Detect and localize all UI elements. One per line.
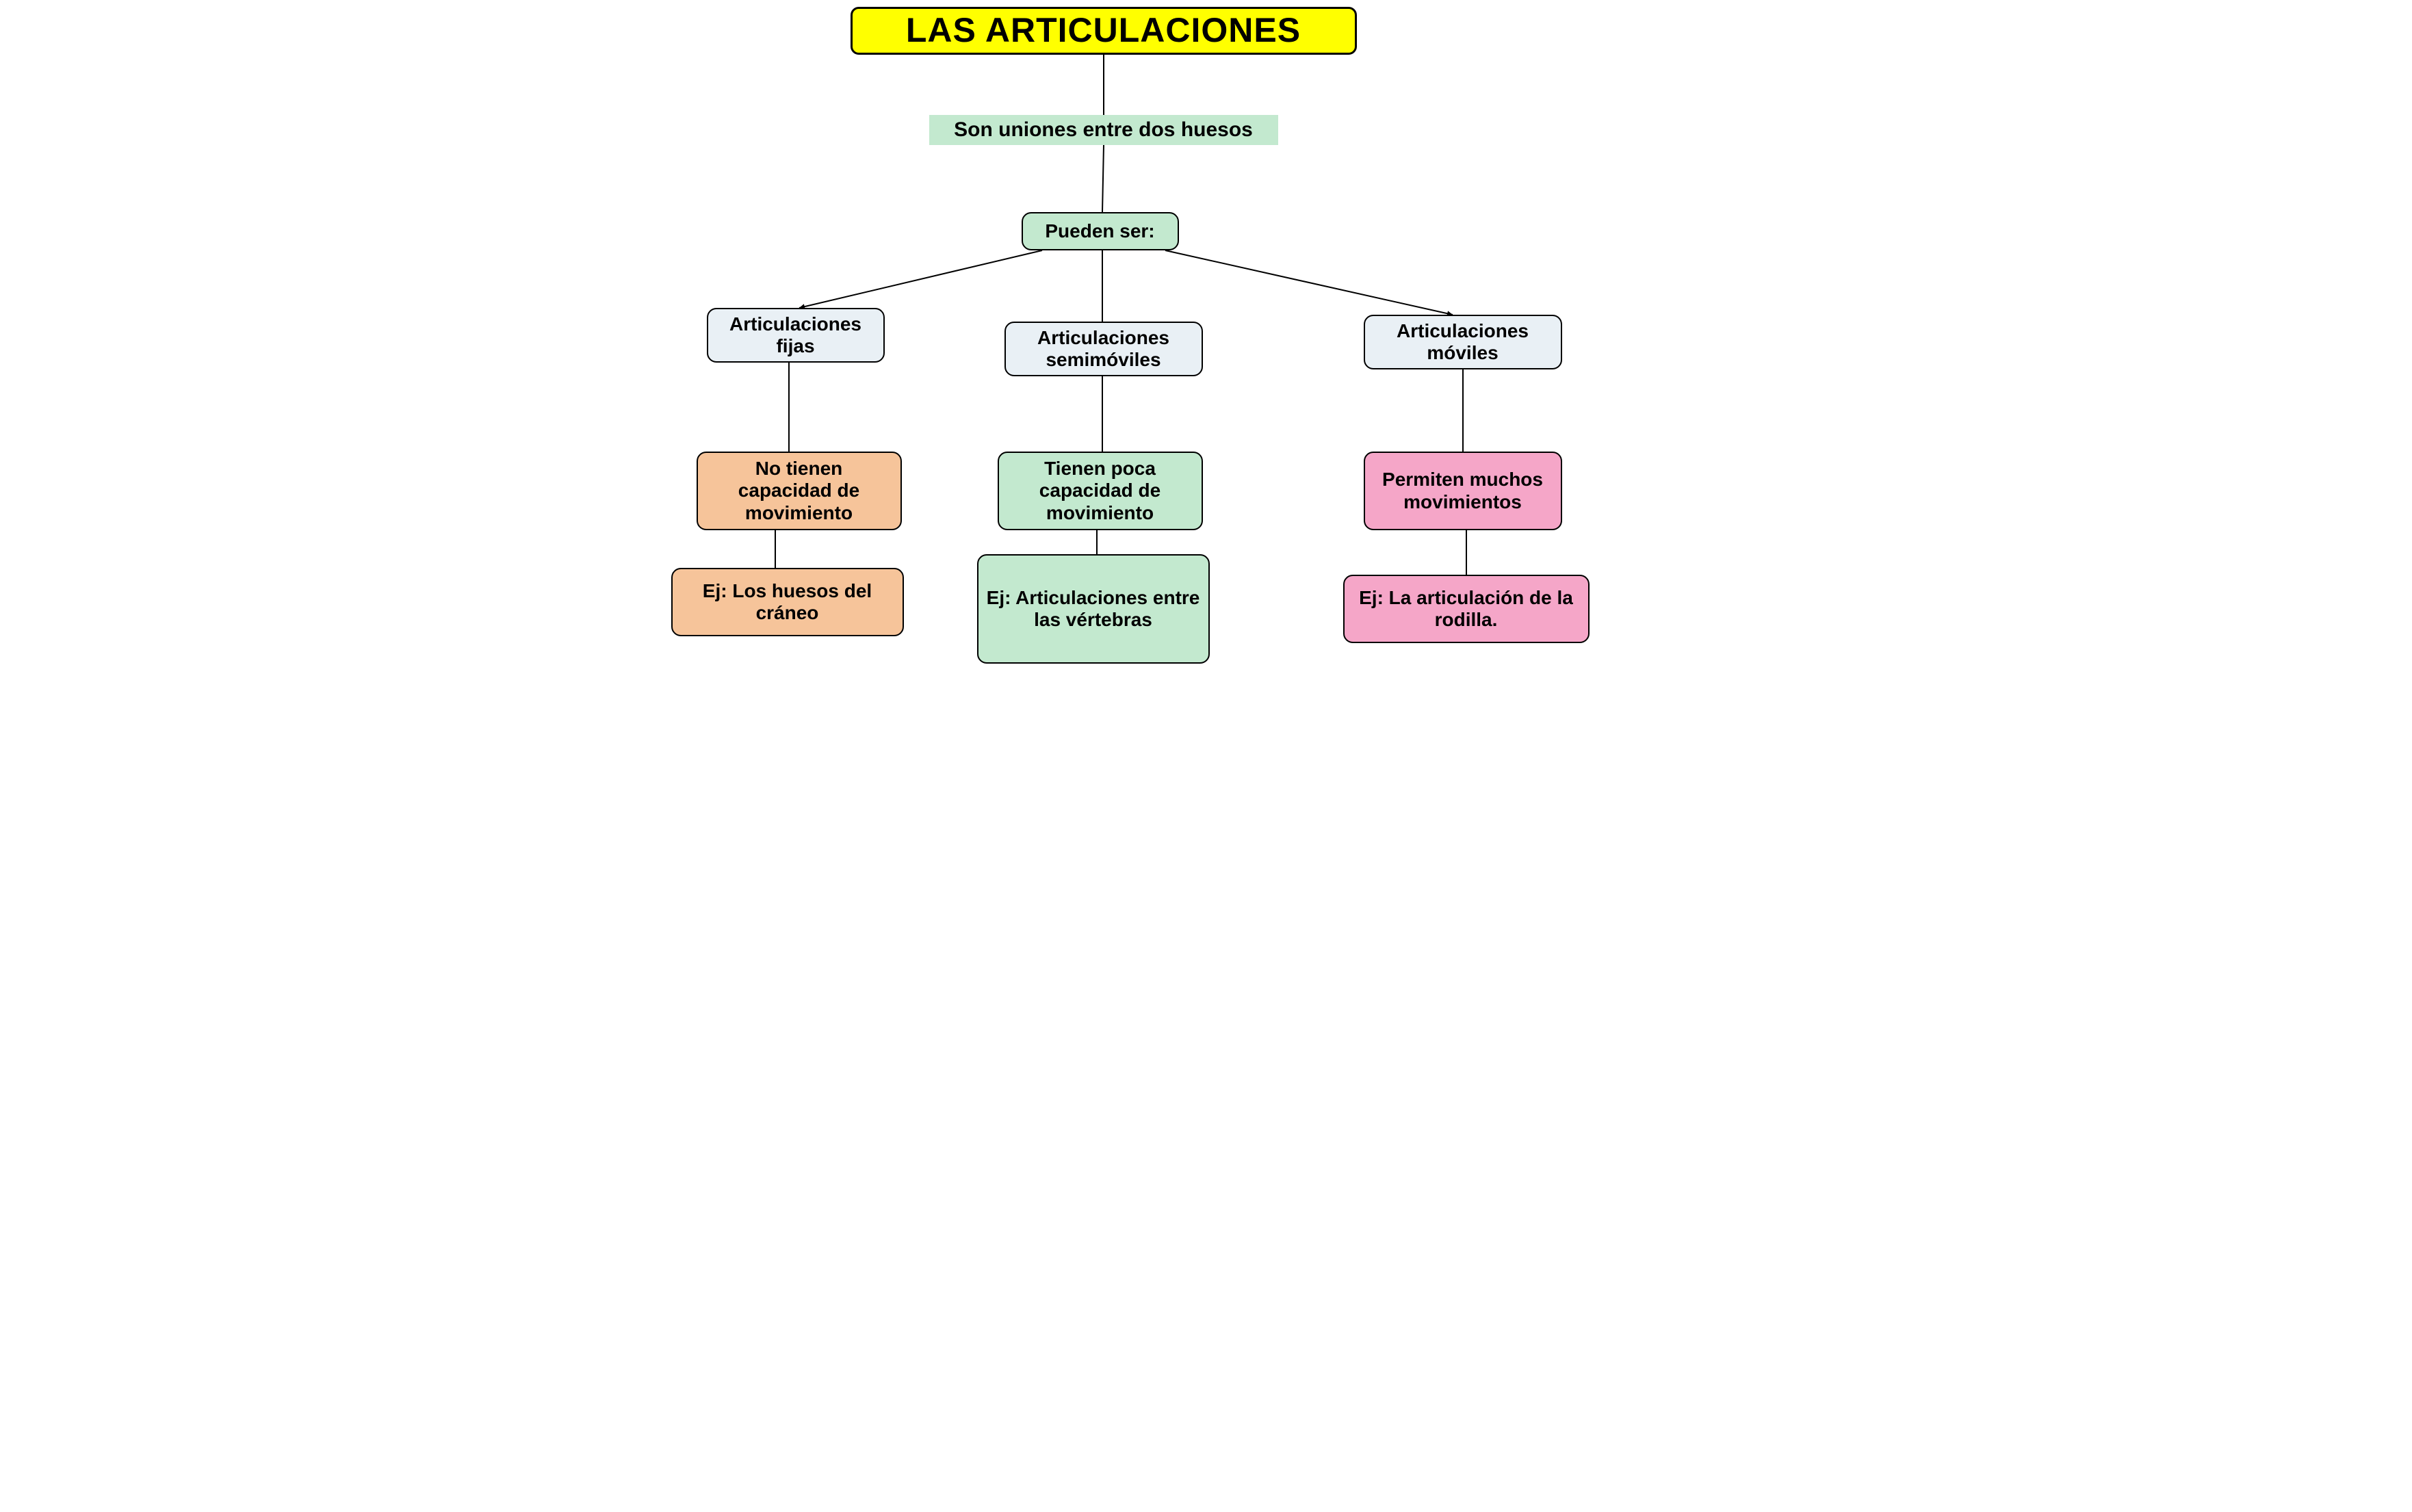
category-semimoviles: Articulaciones semimóviles <box>1004 322 1203 376</box>
category-fijas: Articulaciones fijas <box>707 308 885 363</box>
title-node: LAS ARTICULACIONES <box>851 7 1357 55</box>
example-moviles: Ej: La articulación de la rodilla. <box>1343 575 1590 643</box>
category-moviles: Articulaciones móviles <box>1364 315 1562 369</box>
diagram-canvas: LAS ARTICULACIONES Son uniones entre dos… <box>659 0 1754 686</box>
example-semimoviles: Ej: Articulaciones entre las vértebras <box>977 554 1210 664</box>
desc-semimoviles: Tienen poca capacidad de movimiento <box>998 452 1203 530</box>
desc-fijas: No tienen capacidad de movimiento <box>697 452 902 530</box>
desc-moviles: Permiten muchos movimientos <box>1364 452 1562 530</box>
subtitle-node: Son uniones entre dos huesos <box>929 115 1278 145</box>
example-fijas: Ej: Los huesos del cráneo <box>671 568 904 636</box>
mid-node: Pueden ser: <box>1022 212 1179 250</box>
